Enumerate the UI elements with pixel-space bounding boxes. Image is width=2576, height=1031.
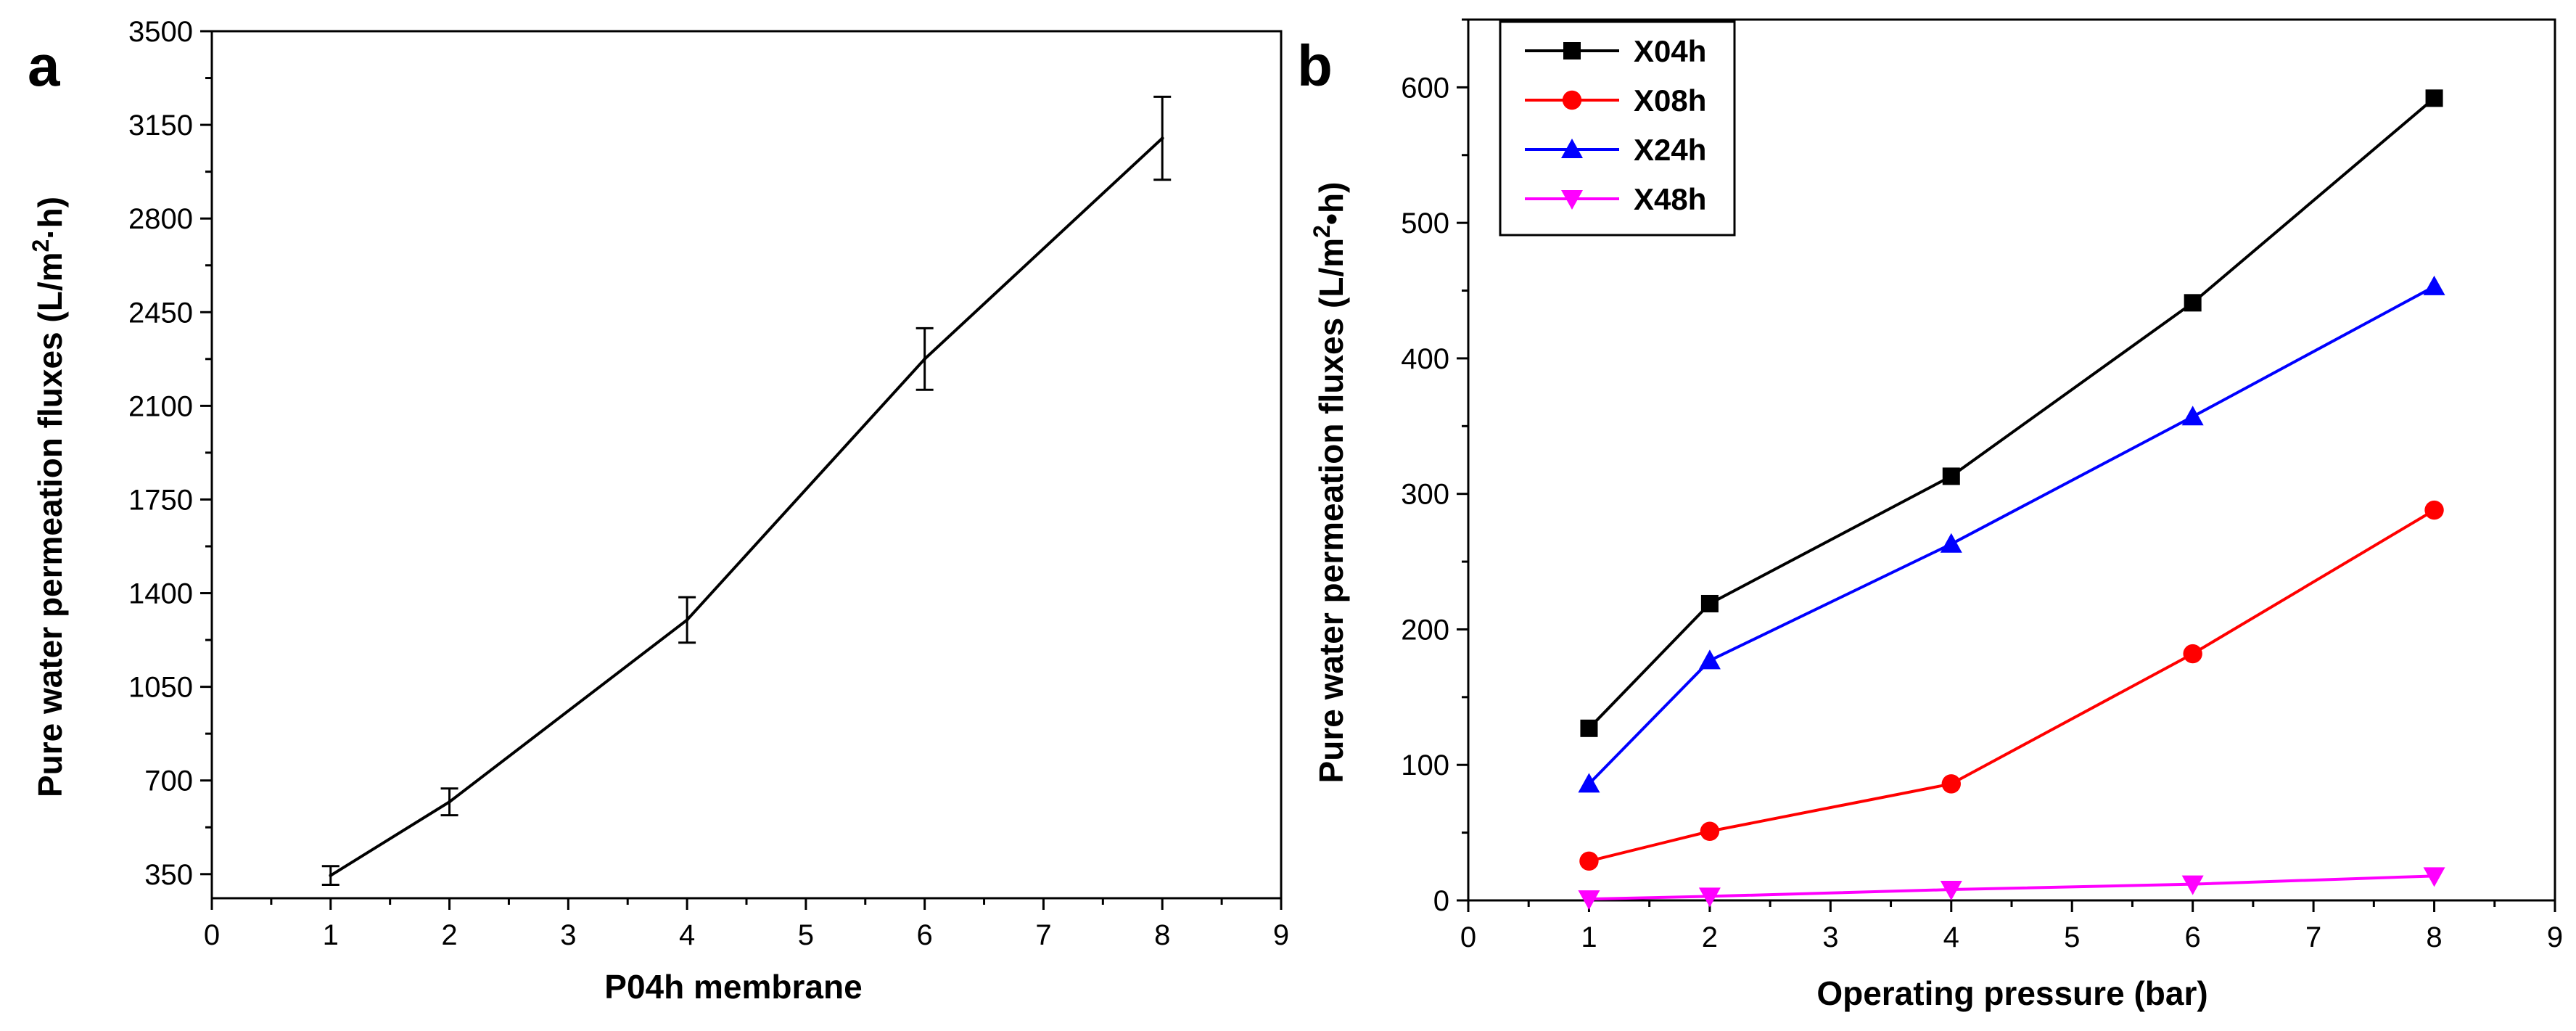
x-tick-label: 1	[1581, 921, 1597, 953]
panel-b-letter: b	[1297, 33, 1333, 98]
data-point-x24h	[1698, 649, 1721, 670]
y-tick-label: 350	[144, 859, 193, 891]
data-point-x48h	[1940, 881, 1962, 901]
y-tick-label: 2800	[128, 203, 193, 235]
x-tick-label: 2	[441, 919, 457, 951]
panel-a-x-ticks: 0 1 2 3 4 5 6 7 8 9	[204, 898, 1289, 951]
x-tick-label: 5	[798, 919, 814, 951]
data-point-x48h	[1698, 887, 1721, 908]
data-point-x48h	[2423, 867, 2445, 887]
panel-a-chart: a 35070010501400175021002450280031503500…	[28, 16, 1289, 1006]
x-tick-label: 0	[204, 919, 220, 951]
legend-label-x48h: X48h	[1634, 182, 1706, 216]
data-point-x24h	[2423, 275, 2445, 295]
panel-b-legend: X04h X08h X24h X48h	[1499, 20, 1736, 237]
x-tick-label: 9	[2547, 921, 2563, 953]
x-tick-label: 5	[2064, 921, 2080, 953]
panel-a-x-axis-title: P04h membrane	[604, 968, 862, 1006]
panel-a-y-axis-title: Pure water permeation fluxes (L/m2·h)	[28, 197, 69, 797]
data-point-x04h	[1942, 467, 1960, 485]
panel-b-x-ticks: 0 1 2 3 4 5 6 7 8 9	[1460, 900, 2563, 953]
panel-a-letter: a	[28, 33, 60, 98]
data-point-x04h	[1580, 719, 1598, 737]
data-point-p04h	[923, 357, 927, 361]
panel-b-y-axis-title-sup: 2	[1309, 225, 1335, 238]
y-tick-label: 3150	[128, 110, 193, 141]
x-tick-label: 6	[917, 919, 933, 951]
data-point-x08h	[2183, 644, 2202, 664]
data-point-x24h	[2181, 406, 2204, 426]
x-tick-label: 0	[1460, 921, 1476, 953]
y-tick-label: 100	[1401, 749, 1449, 781]
y-tick-label: 600	[1401, 72, 1449, 104]
legend-marker-x48h	[1561, 190, 1583, 210]
panel-a-y-axis-title-main: Pure water permeation fluxes (L/m	[31, 252, 69, 798]
legend-label-x24h: X24h	[1634, 133, 1706, 167]
data-point-p04h	[448, 800, 451, 804]
y-tick-label: 0	[1433, 885, 1449, 917]
data-point-x24h	[1578, 773, 1600, 793]
panel-a-y-axis-title-end: ·h)	[31, 197, 69, 239]
x-tick-label: 9	[1273, 919, 1289, 951]
x-tick-label: 4	[679, 919, 695, 951]
data-point-x08h	[1579, 851, 1599, 871]
y-tick-label: 700	[144, 765, 193, 797]
data-point-p04h	[1160, 136, 1164, 140]
data-point-x08h	[1941, 774, 1961, 794]
data-point-p04h	[685, 618, 689, 622]
series-line-p04h	[329, 137, 1164, 877]
panel-b-x-axis-title: Operating pressure (bar)	[1816, 974, 2207, 1012]
data-point-x08h	[1700, 821, 1720, 841]
y-tick-label: 1750	[128, 484, 193, 516]
data-point-p04h	[329, 874, 333, 878]
legend-marker-x08h	[1562, 90, 1582, 110]
panel-a-y-ticks: 350 700 1050 1400 1750 2100 2450 2800 3150 3500	[128, 16, 212, 891]
y-tick-label: 400	[1401, 343, 1449, 375]
panel-a-series	[321, 95, 1172, 887]
x-tick-label: 2	[1702, 921, 1718, 953]
legend-label-x08h: X08h	[1634, 83, 1706, 118]
data-point-x04h	[1700, 594, 1719, 612]
x-tick-label: 7	[1035, 919, 1051, 951]
series-line-x24h	[1588, 285, 2435, 785]
legend-label-x04h: X04h	[1634, 34, 1706, 68]
legend-marker-x24h	[1561, 139, 1583, 158]
y-tick-label: 2100	[128, 390, 193, 422]
y-tick-label: 300	[1401, 479, 1449, 511]
y-tick-label: 2450	[128, 297, 193, 329]
data-point-x04h	[2184, 294, 2202, 312]
y-tick-label: 500	[1401, 208, 1449, 239]
panel-b-y-ticks: 0 100 200 300 400 500 600	[1401, 18, 1468, 917]
data-point-x08h	[2424, 500, 2444, 520]
x-tick-label: 6	[2185, 921, 2201, 953]
panel-b-series	[1578, 89, 2445, 911]
x-tick-label: 7	[2305, 921, 2321, 953]
x-tick-label: 3	[560, 919, 576, 951]
panel-a-y-axis-title-sup: 2	[28, 239, 54, 252]
x-tick-label: 8	[2426, 921, 2442, 953]
series-line-x08h	[1588, 509, 2435, 863]
data-point-x48h	[2181, 875, 2204, 895]
y-tick-label: 200	[1401, 614, 1449, 646]
x-tick-label: 3	[1822, 921, 1838, 953]
x-tick-label: 1	[323, 919, 339, 951]
panel-a-plot-frame	[210, 30, 1283, 900]
legend-marker-x04h	[1563, 42, 1581, 59]
x-tick-label: 8	[1154, 919, 1170, 951]
data-point-x04h	[2425, 89, 2443, 107]
y-tick-label: 3500	[128, 16, 193, 48]
y-tick-label: 1050	[128, 672, 193, 704]
data-point-x24h	[1940, 533, 1962, 553]
y-tick-label: 1400	[128, 578, 193, 610]
data-point-x48h	[1578, 890, 1600, 911]
panel-b-y-axis-title: Pure water permeation fluxes (L/m2•h)	[1309, 182, 1350, 784]
panel-b-y-axis-title-main: Pure water permeation fluxes (L/m	[1312, 238, 1350, 784]
panel-b-chart: b 0 100 200 300 400 500 600 0 1 2 3 4 5 6 7 8 9 X04h X08…	[1297, 18, 2563, 1012]
panel-b-y-axis-title-end: •h)	[1312, 182, 1350, 226]
x-tick-label: 4	[1943, 921, 1959, 953]
